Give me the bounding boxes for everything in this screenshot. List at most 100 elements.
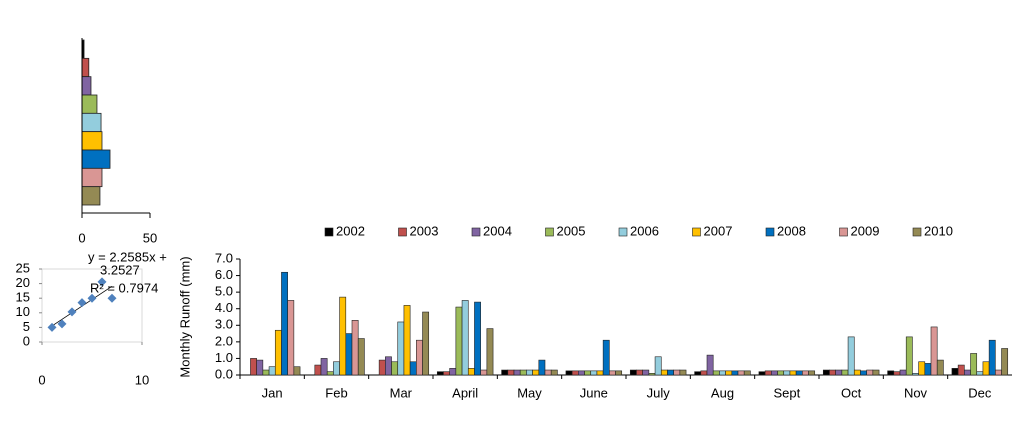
bar (422, 311, 430, 376)
bar (501, 369, 509, 376)
bar (654, 356, 662, 376)
bar (455, 306, 463, 376)
bar (1001, 348, 1009, 376)
y-tick-label: 2.0 (215, 333, 233, 348)
y-tick-label: 0.0 (215, 366, 233, 381)
bar (590, 370, 598, 376)
bar (320, 358, 328, 376)
x-tick-label: July (647, 385, 671, 400)
bar (274, 329, 282, 376)
bar (333, 361, 340, 376)
legend-swatch (618, 227, 628, 237)
bar (912, 373, 919, 376)
bar (81, 186, 101, 206)
annotation: 3.2527 (100, 262, 140, 277)
y-tick-label: 5 (23, 319, 30, 334)
bar (899, 369, 907, 376)
legend-swatch (839, 227, 848, 237)
bar (706, 354, 714, 376)
bar (397, 321, 405, 376)
bar (584, 370, 592, 376)
bar (287, 300, 295, 376)
bar (764, 370, 772, 376)
bar (262, 369, 270, 376)
x-tick-label: 0 (38, 372, 45, 387)
bar (293, 366, 301, 376)
bar (835, 369, 843, 376)
x-tick-label: Nov (904, 385, 928, 400)
legend-label: 2004 (483, 223, 512, 238)
point (57, 319, 67, 329)
bar (777, 370, 785, 376)
y-tick-label: 10 (16, 304, 30, 319)
legend-label: 2010 (924, 223, 953, 238)
bar (905, 336, 913, 376)
x-tick-label: Aug (711, 385, 734, 400)
x-tick-label: Feb (325, 385, 347, 400)
bar (660, 369, 668, 376)
bar (887, 370, 895, 376)
x-tick-label: Oct (841, 385, 862, 400)
bar (314, 364, 322, 376)
bar (694, 371, 702, 376)
y-tick-label: 3.0 (215, 317, 233, 332)
bar (461, 300, 469, 376)
bar (847, 336, 855, 376)
bar (486, 328, 494, 376)
y-tick-label: 20 (16, 275, 30, 290)
bar (281, 271, 288, 376)
legend-label: 2008 (777, 223, 806, 238)
bar (783, 370, 791, 376)
y-tick-label: 25 (16, 260, 30, 275)
bar (268, 366, 276, 376)
legend-swatch (545, 227, 554, 237)
bar (378, 359, 386, 376)
bar (970, 353, 978, 376)
bar (345, 333, 353, 376)
bar (822, 369, 830, 376)
legend-label: 2003 (410, 223, 439, 238)
y-tick-label: 0 (23, 333, 30, 348)
legend-label: 2009 (851, 223, 880, 238)
y-tick-label: 4.0 (215, 300, 233, 315)
y-tick-label: 5.0 (215, 284, 233, 299)
legend-swatch (398, 227, 407, 237)
bar (467, 368, 475, 376)
bar (743, 370, 751, 376)
bar (737, 370, 745, 376)
bar (81, 112, 102, 133)
bar (642, 369, 650, 376)
bar (719, 370, 726, 376)
bar (802, 370, 809, 376)
y-tick-label: 7.0 (215, 250, 233, 265)
bar (578, 370, 585, 376)
annotation: R² = 0.7974 (90, 280, 158, 295)
bar (795, 370, 803, 376)
bar (409, 361, 417, 376)
bar (81, 149, 111, 169)
legend-label: 2005 (557, 223, 586, 238)
bar (391, 361, 399, 376)
bar (731, 370, 739, 376)
bar (526, 369, 533, 376)
bar (758, 371, 766, 376)
bar (951, 368, 959, 376)
bar (976, 371, 984, 376)
bar (250, 358, 257, 376)
bar (808, 370, 816, 376)
bar (256, 359, 264, 376)
bar (667, 369, 674, 376)
legend-label: 2007 (704, 223, 733, 238)
legend-swatch (324, 227, 334, 237)
legend-swatch (692, 227, 701, 237)
bar (615, 370, 623, 376)
bar (629, 369, 637, 376)
bar (982, 361, 990, 376)
bar (964, 369, 971, 376)
bar (357, 338, 365, 376)
x-tick-label: 10 (135, 372, 149, 387)
bar (893, 371, 901, 376)
legend-swatch (765, 227, 775, 237)
